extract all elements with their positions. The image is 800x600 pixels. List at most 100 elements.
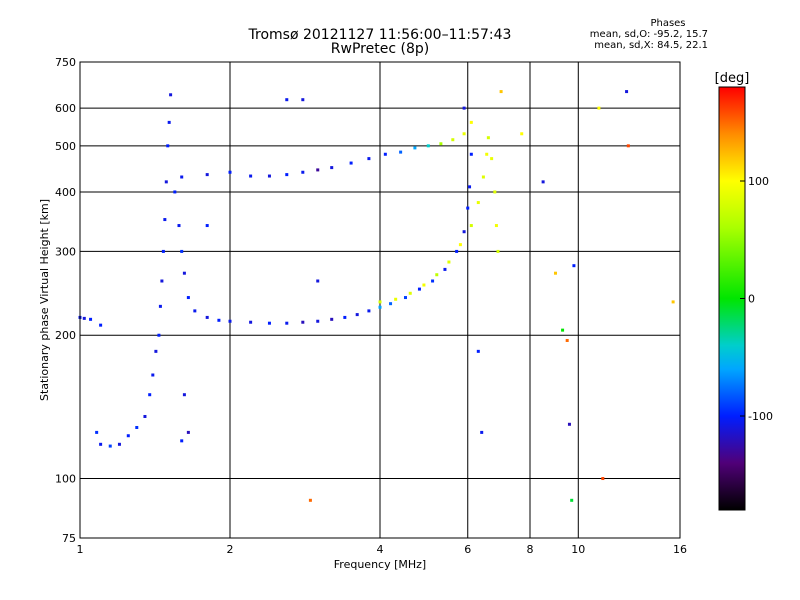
data-point <box>99 323 103 327</box>
data-point <box>330 166 334 170</box>
colorbar-label: [deg] <box>715 71 750 86</box>
data-point <box>520 132 524 136</box>
data-point <box>164 180 168 184</box>
y-tick-label: 750 <box>55 56 76 69</box>
data-point <box>330 317 334 321</box>
data-point <box>182 271 186 275</box>
data-point <box>426 144 430 148</box>
data-point <box>301 98 305 102</box>
data-point <box>601 477 605 481</box>
data-point <box>89 317 93 321</box>
data-point <box>570 498 574 502</box>
data-point <box>541 180 545 184</box>
data-point <box>476 201 480 205</box>
data-point <box>205 224 209 228</box>
data-point <box>285 321 289 325</box>
data-point <box>173 190 177 194</box>
data-point <box>316 168 320 172</box>
data-point <box>228 170 232 174</box>
data-point <box>494 224 498 228</box>
data-point <box>408 291 412 295</box>
data-point <box>468 185 472 189</box>
data-point <box>486 136 490 140</box>
x-tick-label: 1 <box>77 543 84 556</box>
data-point <box>458 243 462 247</box>
data-point <box>499 90 503 94</box>
data-point <box>625 90 629 94</box>
data-point <box>316 279 320 283</box>
data-point <box>228 319 232 323</box>
data-point <box>435 273 439 277</box>
data-point <box>597 106 601 110</box>
phases-title: Phases <box>650 18 686 29</box>
data-point <box>671 300 675 304</box>
data-point <box>476 349 480 353</box>
data-point <box>182 393 186 397</box>
data-point <box>285 173 289 177</box>
data-point <box>367 309 371 313</box>
data-point <box>180 439 184 443</box>
data-point <box>443 267 447 271</box>
y-tick-label: 400 <box>55 186 76 199</box>
data-point <box>394 297 398 301</box>
data-point <box>389 302 393 306</box>
data-point <box>462 106 466 110</box>
data-point <box>186 430 190 434</box>
data-point <box>481 175 485 179</box>
data-point <box>117 442 121 446</box>
data-point <box>308 498 312 502</box>
y-tick-label: 200 <box>55 329 76 342</box>
data-point <box>343 315 347 319</box>
phases-panel: Phases mean, sd,O: -95.2, 15.7 mean, sd,… <box>588 18 708 51</box>
data-point <box>108 444 112 448</box>
data-point <box>572 264 576 268</box>
data-point <box>553 271 557 275</box>
data-point <box>95 430 99 434</box>
colorbar-tick-label: 100 <box>748 175 769 188</box>
data-point <box>626 144 630 148</box>
x-tick-label: 10 <box>571 543 585 556</box>
data-point <box>148 393 152 397</box>
data-point <box>493 190 497 194</box>
data-point <box>422 283 426 287</box>
plot-frame <box>79 61 681 539</box>
x-tick-label: 8 <box>527 543 534 556</box>
data-point <box>367 157 371 161</box>
data-point <box>180 249 184 253</box>
data-point <box>267 321 271 325</box>
data-point <box>177 224 181 228</box>
data-point <box>169 93 173 97</box>
data-point <box>469 152 473 156</box>
y-tick-label: 75 <box>62 532 76 545</box>
data-point <box>469 224 473 228</box>
data-point <box>161 249 165 253</box>
phases-o-stats: mean, sd,O: -95.2, 15.7 <box>589 29 708 40</box>
phases-x-stats: mean, sd,X: 84.5, 22.1 <box>594 40 708 51</box>
data-point <box>490 157 494 161</box>
data-point <box>285 98 289 102</box>
data-point <box>480 430 484 434</box>
data-point <box>403 296 407 300</box>
data-point <box>447 260 451 264</box>
y-tick-label: 300 <box>55 245 76 258</box>
data-point <box>160 279 164 283</box>
data-point <box>451 138 455 142</box>
data-point <box>417 287 421 291</box>
x-tick-label: 4 <box>377 543 384 556</box>
data-point <box>267 174 271 178</box>
x-tick-label: 2 <box>227 543 234 556</box>
data-point <box>399 150 403 154</box>
data-point <box>167 120 171 124</box>
data-point <box>151 373 155 377</box>
data-point <box>249 174 253 178</box>
data-point <box>193 309 197 313</box>
x-tick-label: 6 <box>464 543 471 556</box>
data-point <box>439 142 443 146</box>
data-point <box>163 218 167 222</box>
colorbar-tick-label: 0 <box>748 293 755 306</box>
colorbar-tick-label: -100 <box>748 410 773 423</box>
y-tick-label: 100 <box>55 473 76 486</box>
y-tick-label: 500 <box>55 140 76 153</box>
data-point <box>249 320 253 324</box>
